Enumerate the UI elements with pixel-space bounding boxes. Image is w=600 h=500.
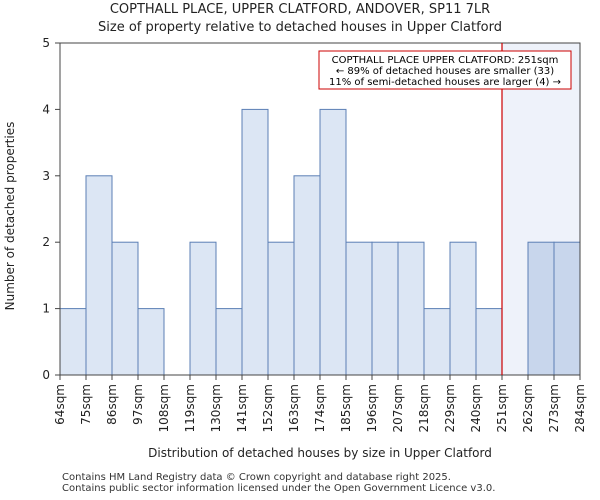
x-tick-label: 284sqm (573, 384, 587, 432)
bar-273sqm (553, 241, 581, 376)
x-tick-label: 130sqm (209, 384, 223, 432)
annotation-line-1: COPTHALL PLACE UPPER CLATFORD: 251sqm (332, 55, 559, 66)
bar-119sqm (189, 241, 217, 376)
x-tick-label: 185sqm (339, 384, 353, 432)
annotation-line-3: 11% of semi-detached houses are larger (… (329, 77, 561, 88)
bar-185sqm (345, 241, 373, 376)
x-tick-label: 75sqm (79, 384, 93, 425)
x-tick-label: 174sqm (313, 384, 327, 432)
footer-licence: Contains public sector information licen… (62, 483, 496, 494)
bar-141sqm (241, 108, 269, 376)
chart-title: COPTHALL PLACE, UPPER CLATFORD, ANDOVER,… (109, 2, 491, 17)
x-tick-label: 141sqm (235, 384, 249, 432)
x-tick-label: 196sqm (365, 384, 379, 432)
bar-130sqm (215, 308, 243, 376)
bar-207sqm (397, 241, 425, 376)
x-tick-label: 86sqm (105, 384, 119, 425)
bar-163sqm (293, 175, 321, 376)
x-tick-label: 64sqm (53, 384, 67, 425)
x-tick-label: 163sqm (287, 384, 301, 432)
chart-subtitle: Size of property relative to detached ho… (98, 20, 502, 35)
y-tick-label: 1 (42, 302, 50, 316)
y-tick-label: 3 (42, 169, 50, 183)
y-tick-label: 2 (42, 235, 50, 249)
bar-86sqm (111, 241, 139, 376)
y-tick-label: 5 (42, 36, 50, 50)
bar-229sqm (449, 241, 477, 376)
annotation-line-2: ← 89% of detached houses are smaller (33… (336, 66, 554, 77)
bar-174sqm (319, 108, 347, 376)
x-tick-label: 240sqm (469, 384, 483, 432)
annotation-box (318, 50, 572, 90)
x-tick-label: 273sqm (547, 384, 561, 432)
x-tick-label: 97sqm (131, 384, 145, 425)
bar-218sqm (423, 308, 451, 376)
bar-152sqm (267, 241, 295, 376)
bar-75sqm (85, 175, 113, 376)
y-axis-label: Number of detached properties (3, 122, 17, 311)
bar-240sqm (475, 308, 503, 376)
x-tick-label: 229sqm (443, 384, 457, 432)
x-axis-label: Distribution of detached houses by size … (148, 446, 492, 460)
x-tick-label: 119sqm (183, 384, 197, 432)
x-tick-label: 152sqm (261, 384, 275, 432)
x-tick-label: 207sqm (391, 384, 405, 432)
bar-64sqm (59, 308, 87, 376)
footer-copyright: Contains HM Land Registry data © Crown c… (62, 472, 451, 483)
x-tick-label: 251sqm (495, 384, 509, 432)
x-tick-label: 262sqm (521, 384, 535, 432)
bar-97sqm (137, 308, 165, 376)
x-tick-label: 108sqm (157, 384, 171, 432)
bar-262sqm (527, 241, 555, 376)
y-tick-label: 0 (42, 368, 50, 382)
y-tick-label: 4 (42, 102, 50, 116)
x-tick-label: 218sqm (417, 384, 431, 432)
bar-196sqm (371, 241, 399, 376)
